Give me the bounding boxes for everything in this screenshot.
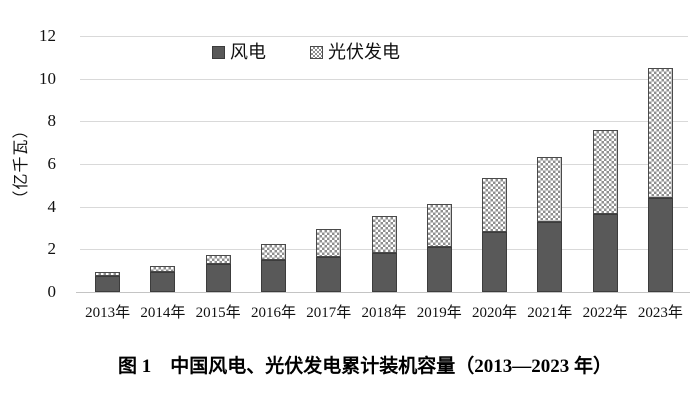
x-tick-label-2019年: 2019年 [416, 305, 462, 321]
x-tick-label-2022年: 2022年 [582, 305, 628, 321]
bar-solar-2023年 [647, 68, 673, 198]
legend-label-solar: 光伏发电 [328, 42, 400, 62]
x-tick-label-2014年: 2014年 [140, 305, 186, 321]
x-tick-label-2015年: 2015年 [195, 305, 241, 321]
x-axis-labels: 2013年 2014年 2015年 2016年 2017年 2018年 2019年 2020年… [80, 301, 688, 323]
y-tick-label-12: 12 [39, 26, 56, 45]
bar-solar-2014年 [150, 265, 176, 272]
bar-wind-2013年 [95, 275, 121, 292]
gridline-y-4 [80, 206, 688, 208]
bar-solar-2022年 [592, 130, 618, 215]
y-tick-label-2: 2 [47, 239, 57, 259]
y-tick-label-6: 6 [47, 154, 57, 173]
x-tick-label-2023年: 2023年 [637, 305, 683, 321]
bar-wind-2021年 [537, 222, 563, 292]
bar-wind-2019年 [426, 247, 452, 292]
bar-solar-2018年 [371, 215, 397, 253]
bar-solar-2016年 [260, 243, 286, 261]
y-axis-ticks: 0 2 4 6 8 10 12 [0, 26, 57, 301]
y-tick-label-10: 10 [39, 68, 56, 88]
gridline-y-6 [80, 164, 688, 165]
x-tick-label-2020年: 2020年 [472, 305, 518, 321]
x-tick-label-2017年: 2017年 [306, 305, 352, 321]
x-tick-label-2016年: 2016年 [250, 305, 296, 321]
bar-solar-2013年 [95, 271, 121, 276]
x-tick-label-2021年: 2021年 [527, 305, 573, 321]
bar-solar-2021年 [537, 156, 563, 223]
bar-wind-2022年 [592, 214, 618, 292]
figure-caption: 图 1 中国风电、光伏发电累计装机容量（2013—2023 年） [117, 356, 612, 377]
x-tick-label-2013年: 2013年 [85, 305, 131, 321]
solar-series-swatch-icon [310, 45, 323, 59]
bar-wind-2020年 [482, 232, 508, 292]
gridline-y-12 [80, 36, 688, 37]
y-tick-label-8: 8 [47, 111, 57, 131]
x-axis-line [76, 292, 690, 293]
bar-wind-2015年 [205, 264, 231, 292]
y-tick-label-4: 4 [47, 196, 57, 216]
plot-area [76, 36, 690, 293]
legend-item-wind: 风电 [212, 43, 266, 61]
gridline-y-10 [80, 78, 688, 80]
wind-series-swatch-icon [212, 45, 225, 59]
bar-wind-2018年 [371, 252, 397, 292]
legend-label-wind: 风电 [230, 42, 266, 62]
bar-solar-2017年 [316, 229, 342, 258]
bar-solar-2020年 [482, 178, 508, 233]
bar-wind-2023年 [647, 197, 673, 292]
bar-solar-2019年 [426, 203, 452, 248]
gridline-y-8 [80, 121, 688, 123]
legend-item-solar: 光伏发电 [310, 43, 400, 61]
bar-solar-2015年 [205, 254, 231, 265]
bar-wind-2017年 [316, 257, 342, 292]
legend: 风电 光伏发电 [212, 43, 400, 61]
x-tick-label-2018年: 2018年 [361, 305, 407, 321]
bar-wind-2016年 [260, 260, 286, 292]
y-tick-label-0: 0 [47, 282, 57, 301]
bar-wind-2014年 [150, 271, 176, 292]
